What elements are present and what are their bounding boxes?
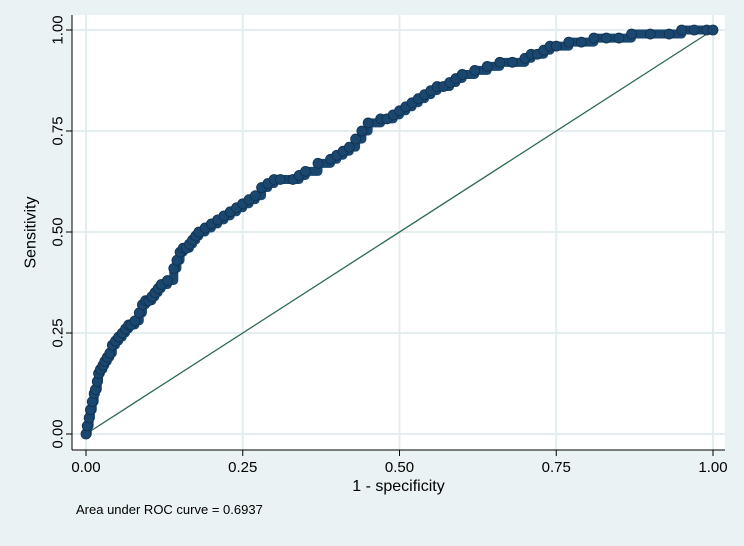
roc-point bbox=[456, 69, 468, 80]
roc-point bbox=[663, 28, 675, 40]
y-axis-label: Sensitivity bbox=[23, 196, 40, 268]
roc-point bbox=[613, 32, 625, 44]
roc-point bbox=[481, 60, 493, 72]
roc-point bbox=[494, 56, 506, 68]
roc-point bbox=[563, 36, 575, 48]
roc-point bbox=[249, 190, 261, 202]
series bbox=[80, 24, 719, 440]
roc-point bbox=[676, 24, 688, 36]
roc-point bbox=[688, 24, 700, 36]
y-tick-label: 0.75 bbox=[50, 116, 67, 145]
roc-point bbox=[506, 56, 518, 68]
roc-point bbox=[601, 32, 612, 44]
y-tick-label: 1.00 bbox=[50, 15, 67, 44]
roc-point bbox=[312, 157, 324, 169]
auc-note: Area under ROC curve = 0.6937 bbox=[76, 502, 263, 517]
roc-point bbox=[550, 40, 562, 52]
roc-point bbox=[356, 125, 368, 137]
reference-line bbox=[85, 29, 714, 435]
roc-point bbox=[469, 65, 481, 76]
x-tick-label: 0.25 bbox=[228, 459, 257, 476]
roc-point bbox=[575, 36, 587, 48]
roc-point bbox=[644, 28, 656, 40]
axes: 0.00 0.25 0.50 0.75 1.00 0.00 0.25 0.50 0.75 1.00 bbox=[50, 15, 728, 476]
roc-point bbox=[588, 32, 600, 44]
roc-point bbox=[362, 117, 374, 129]
roc-point bbox=[350, 133, 362, 145]
roc-point bbox=[626, 28, 637, 40]
roc-point bbox=[274, 174, 286, 185]
y-tick-label: 0.00 bbox=[50, 419, 67, 448]
x-tick-label: 0.00 bbox=[71, 459, 100, 476]
roc-point bbox=[300, 165, 311, 177]
roc-point bbox=[343, 141, 355, 153]
x-tick-label: 0.75 bbox=[542, 459, 571, 476]
x-tick-label: 0.50 bbox=[385, 459, 414, 476]
y-tick-label: 0.50 bbox=[50, 217, 67, 246]
y-tick-label: 0.25 bbox=[50, 318, 67, 347]
roc-point bbox=[707, 24, 719, 36]
x-tick-label: 1.00 bbox=[698, 459, 727, 476]
x-axis-label: 1 - specificity bbox=[352, 478, 444, 495]
roc-point bbox=[162, 275, 173, 286]
